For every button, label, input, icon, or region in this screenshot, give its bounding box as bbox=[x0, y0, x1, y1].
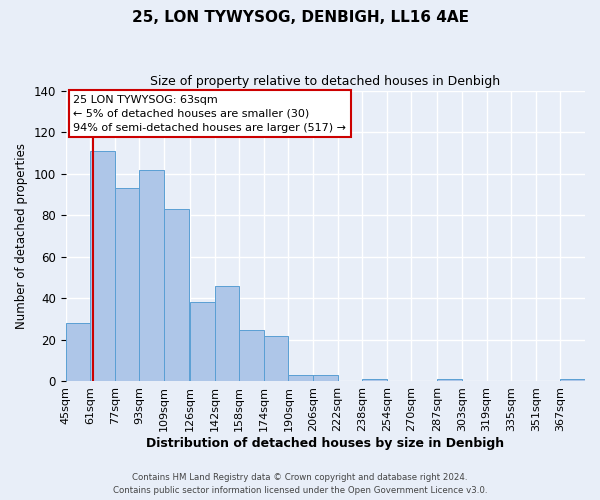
Bar bbox=[437, 380, 462, 382]
Bar bbox=[215, 286, 239, 382]
Bar bbox=[164, 209, 188, 382]
Text: 25, LON TYWYSOG, DENBIGH, LL16 4AE: 25, LON TYWYSOG, DENBIGH, LL16 4AE bbox=[131, 10, 469, 25]
Bar bbox=[190, 302, 215, 382]
Bar bbox=[65, 324, 90, 382]
Text: 25 LON TYWYSOG: 63sqm
← 5% of detached houses are smaller (30)
94% of semi-detac: 25 LON TYWYSOG: 63sqm ← 5% of detached h… bbox=[73, 95, 346, 133]
Text: Contains HM Land Registry data © Crown copyright and database right 2024.
Contai: Contains HM Land Registry data © Crown c… bbox=[113, 473, 487, 495]
Title: Size of property relative to detached houses in Denbigh: Size of property relative to detached ho… bbox=[150, 75, 500, 88]
Bar bbox=[139, 170, 164, 382]
Bar bbox=[560, 380, 585, 382]
Bar bbox=[264, 336, 289, 382]
X-axis label: Distribution of detached houses by size in Denbigh: Distribution of detached houses by size … bbox=[146, 437, 505, 450]
Y-axis label: Number of detached properties: Number of detached properties bbox=[15, 143, 28, 329]
Bar bbox=[90, 151, 115, 382]
Bar bbox=[289, 375, 313, 382]
Bar bbox=[115, 188, 139, 382]
Bar bbox=[239, 330, 264, 382]
Bar bbox=[313, 375, 338, 382]
Bar bbox=[362, 380, 387, 382]
